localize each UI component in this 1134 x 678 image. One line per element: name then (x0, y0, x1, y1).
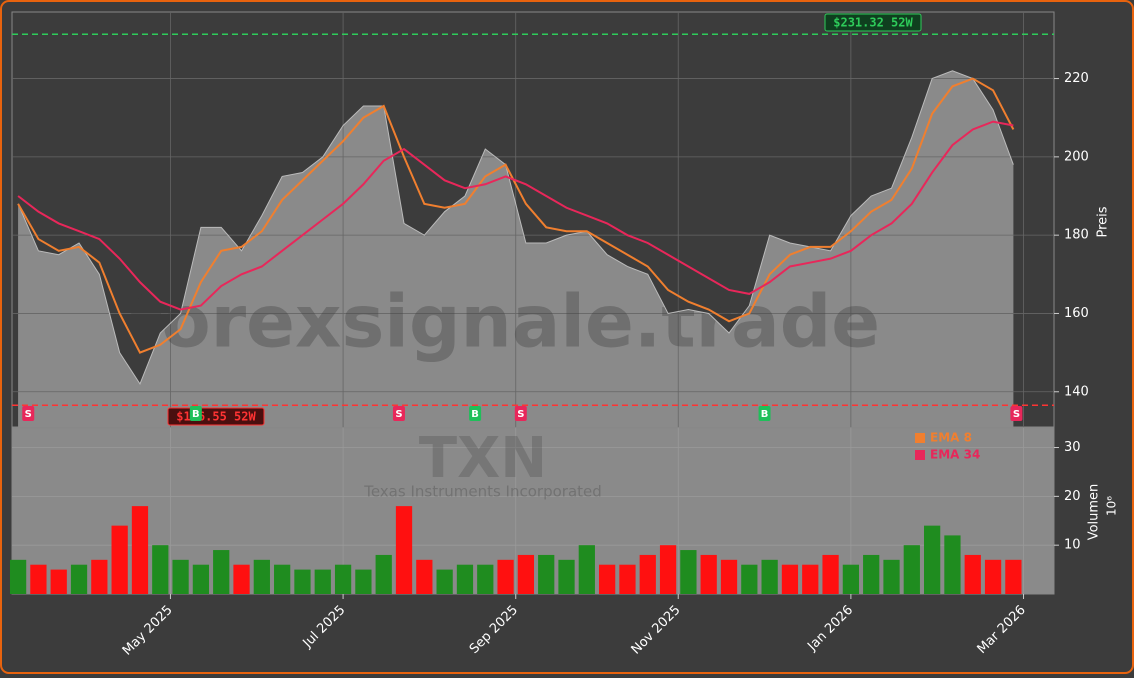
volume-bar (314, 569, 331, 594)
volume-bar (416, 559, 433, 594)
volume-bar (436, 569, 453, 594)
volume-bar (903, 545, 920, 594)
volume-bar (842, 564, 860, 594)
level-label: $136.55 52W (176, 410, 256, 424)
volume-bar (781, 564, 799, 594)
signal-label: S (517, 409, 524, 420)
volume-bar (111, 525, 128, 594)
legend-label: EMA 8 (930, 431, 972, 445)
volume-bar (639, 554, 656, 594)
signal-label: B (192, 409, 200, 420)
volume-bar (944, 535, 961, 594)
legend-swatch (915, 433, 925, 443)
volume-bar (924, 525, 941, 594)
volume-bar (172, 559, 189, 594)
volume-bar (395, 506, 413, 594)
volume-bar (578, 545, 595, 594)
volume-bar (680, 550, 697, 594)
watermark: forexsignale.trade (130, 280, 880, 364)
volume-bar (517, 554, 535, 594)
volume-bar (233, 564, 250, 594)
signal-marker (758, 406, 771, 421)
volume-bar (538, 554, 555, 594)
y-tick-label: 200 (1064, 149, 1089, 164)
y-tick-label: 10 (1064, 538, 1081, 553)
signal-label: B (761, 409, 769, 420)
volume-bar (456, 564, 474, 594)
y-tick-label: 140 (1064, 384, 1089, 399)
signal-marker (469, 406, 482, 421)
y-tick-label: 30 (1064, 440, 1081, 455)
volume-bar (274, 564, 291, 594)
volume-bar (294, 569, 311, 594)
signal-label: S (25, 409, 32, 420)
volume-bar (91, 559, 108, 594)
volume-bar (558, 559, 575, 594)
volume-bar (700, 554, 717, 594)
ema-line (17, 77, 1015, 354)
volume-bar (599, 564, 616, 594)
signal-marker (189, 406, 202, 421)
signal-marker (514, 406, 527, 421)
signal-label: S (1013, 409, 1020, 420)
volume-bar (30, 564, 47, 594)
watermark-ticker: TXN (419, 426, 547, 491)
volume-bar (761, 559, 778, 594)
volume-bar (213, 550, 230, 594)
volume-bar (253, 559, 270, 594)
level-label-box (824, 13, 922, 32)
volume-bar (477, 564, 494, 594)
signal-label: B (471, 409, 479, 420)
volume-bar (883, 559, 900, 594)
y-tick-label: 220 (1064, 71, 1089, 86)
volume-bar (50, 569, 67, 594)
watermark-company: Texas Instruments Incorporated (363, 483, 602, 501)
y-axis-unit: 10⁶ (1105, 496, 1119, 516)
volume-bar (131, 506, 149, 594)
volume-bar (497, 559, 514, 594)
y-tick-label: 20 (1064, 489, 1081, 504)
volume-bar (964, 554, 981, 594)
signal-marker (1010, 406, 1023, 421)
volume-bar (720, 559, 738, 594)
y-axis-label: Preis (1096, 206, 1111, 237)
level-label: $231.32 52W (833, 16, 913, 30)
ema-line (17, 120, 1014, 311)
volume-bar (984, 559, 1002, 594)
volume-bar (741, 564, 758, 594)
volume-bar (822, 554, 839, 594)
volume-bar (863, 554, 880, 594)
legend-label: EMA 34 (930, 448, 980, 462)
volume-bar (659, 545, 677, 594)
volume-bar (152, 545, 169, 594)
y-axis-label: Volumen (1087, 484, 1102, 541)
volume-bar (619, 564, 636, 594)
volume-bar (355, 569, 372, 594)
volume-bar (802, 564, 819, 594)
volume-bar (334, 564, 352, 594)
volume-bar (375, 554, 392, 594)
volume-bar (1005, 559, 1022, 594)
signal-marker (392, 406, 405, 421)
y-tick-label: 160 (1064, 306, 1089, 321)
volume-bar (192, 564, 210, 594)
price-line (17, 70, 1014, 386)
volume-bar (9, 559, 27, 594)
signal-marker (22, 406, 35, 421)
legend-swatch (915, 450, 925, 460)
volume-bar (70, 564, 88, 594)
signal-label: S (395, 409, 402, 420)
y-tick-label: 180 (1064, 228, 1089, 243)
